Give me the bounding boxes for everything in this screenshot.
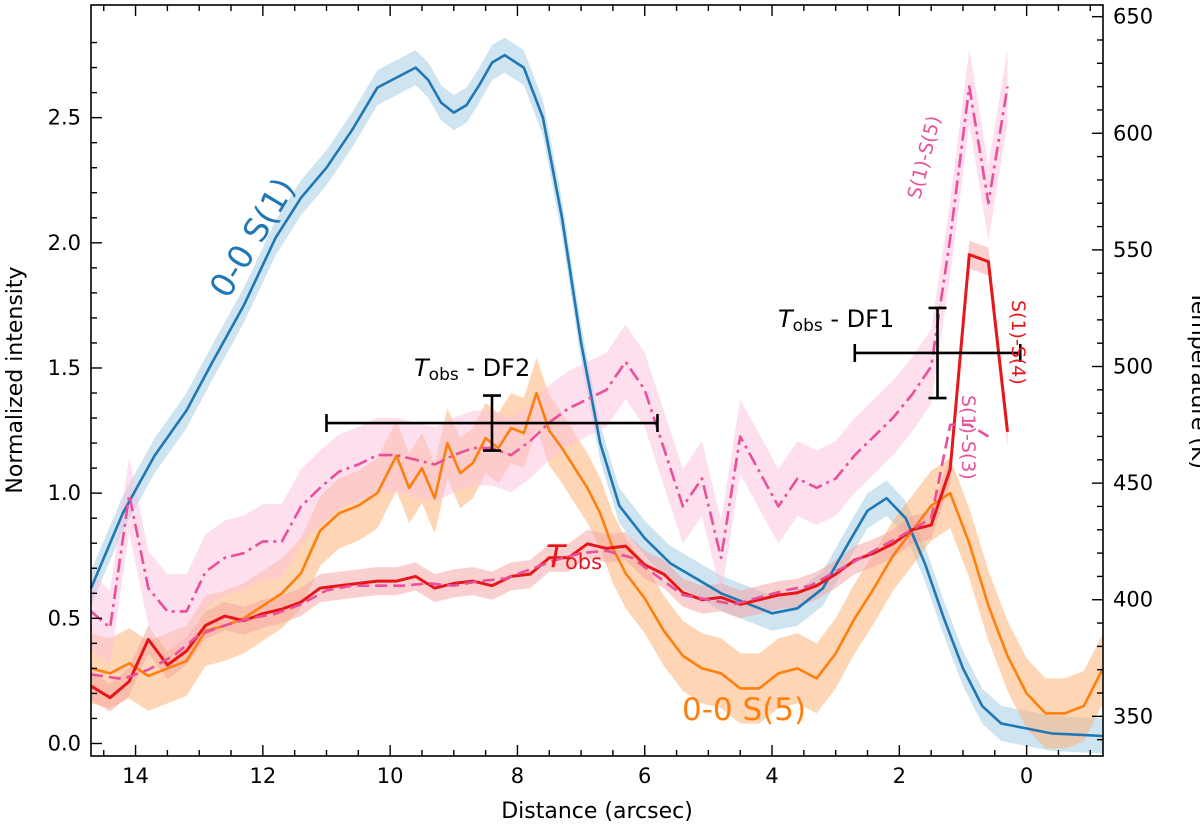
x-tick-label: 14 [122, 764, 149, 788]
x-tick-label: 4 [765, 764, 778, 788]
y-left-tick-label: 0.0 [48, 731, 81, 755]
error-bar-2 [853, 306, 1022, 400]
y-left-tick-label: 0.5 [48, 606, 81, 630]
axis-ticks: 14 12 10 8 6 4 2 0 0.0 0.5 1.0 1.5 2.0 2.5 350 400 450 50… [48, 5, 1154, 788]
errbar-label-df1: Tobs - DF1 [778, 305, 894, 336]
annotation-s5: 0-0 S(5) [682, 692, 806, 728]
x-tick-label: 0 [1020, 764, 1033, 788]
y-right-tick-label: 400 [1113, 588, 1153, 612]
y-left-tick-label: 2.0 [48, 231, 81, 255]
y-left-tick-label: 1.5 [48, 356, 81, 380]
y-left-tick-label: 2.5 [48, 106, 81, 130]
y-left-tick-label: 1.0 [48, 481, 81, 505]
annotation-tobs-main: T [546, 539, 567, 575]
x-axis-label: Distance (arcsec) [501, 799, 693, 824]
y-right-tick-label: 450 [1113, 471, 1153, 495]
errbar-label-df2: Tobs - DF2 [414, 354, 530, 385]
annotation-tobs: Tobs [546, 539, 602, 575]
band-0-0-s-5 [91, 358, 1103, 749]
y-axis-left-label: Normalized intensity [3, 266, 28, 493]
annotation-tobs-sub: obs [565, 550, 602, 574]
x-tick-label: 6 [638, 764, 651, 788]
error-bar-1 [325, 394, 659, 452]
y-right-tick-label: 650 [1113, 5, 1153, 29]
annotation-s1-s4: S(1)-S(4) [1007, 300, 1029, 385]
line-s-1-s-3 [90, 423, 990, 681]
y-right-tick-label: 550 [1113, 238, 1153, 262]
y-right-tick-label: 350 [1113, 704, 1153, 728]
band-s-1-s-5 [91, 49, 1008, 666]
line-0-0-s-1 [89, 53, 1104, 738]
error-bars [325, 306, 1022, 452]
annotation-s1-s5: S(1)-S(5) [904, 114, 946, 202]
plot-frame [90, 4, 1104, 757]
x-tick-label: 2 [893, 764, 906, 788]
x-tick-label: 8 [511, 764, 524, 788]
x-tick-label: 12 [249, 764, 276, 788]
y-right-tick-label: 500 [1113, 355, 1153, 379]
line-s-1-s-5 [90, 85, 1009, 630]
series-lines [89, 53, 1105, 738]
y-axis-right-label: Temperature (K) [1186, 290, 1200, 469]
y-right-tick-label: 600 [1113, 121, 1153, 145]
x-tick-label: 10 [377, 764, 404, 788]
annotation-s1-s3: S(1)-S(3) [957, 395, 979, 480]
